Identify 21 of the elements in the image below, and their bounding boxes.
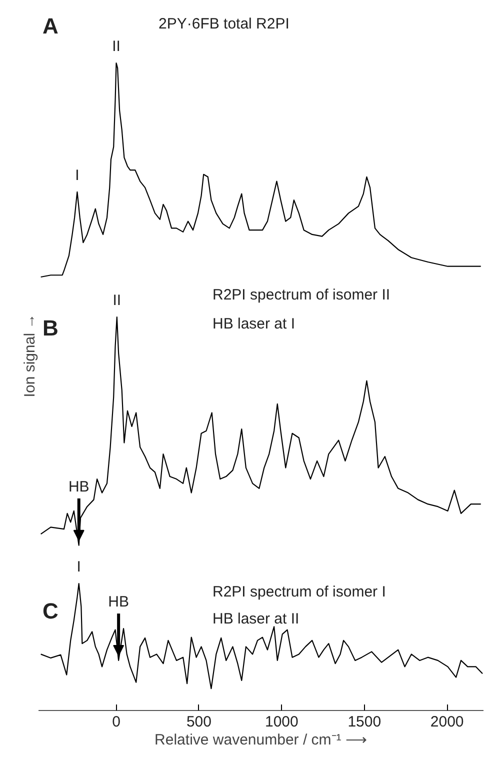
- annotation: HB: [68, 478, 90, 496]
- annotation: HB laser at I: [212, 316, 296, 332]
- x-tick-label: 1000: [264, 714, 298, 730]
- annotation: I: [76, 558, 81, 576]
- y-axis-title: Ion signal →: [22, 314, 38, 398]
- annotation: I: [75, 166, 80, 184]
- annotation: B: [42, 316, 58, 340]
- annotation: C: [42, 598, 58, 624]
- annotation: II: [112, 38, 120, 56]
- text: A: [42, 14, 58, 38]
- annotation: R2PI spectrum of isomer II: [212, 286, 390, 304]
- x-axis-title: Relative wavenumber / cm⁻¹ ⟶: [154, 732, 368, 748]
- x-tick-label: 500: [186, 714, 212, 730]
- annotation: HB: [108, 593, 129, 610]
- annotation: II: [112, 292, 122, 310]
- x-tick-label: 0: [112, 714, 120, 730]
- text: 2PY·6FB total R2PI: [158, 16, 290, 32]
- annotation: HB laser at II: [212, 610, 300, 628]
- x-tick-label: 2000: [430, 714, 464, 730]
- x-tick-label: 1500: [348, 714, 382, 730]
- annotation: R2PI spectrum of isomer I: [212, 584, 386, 600]
